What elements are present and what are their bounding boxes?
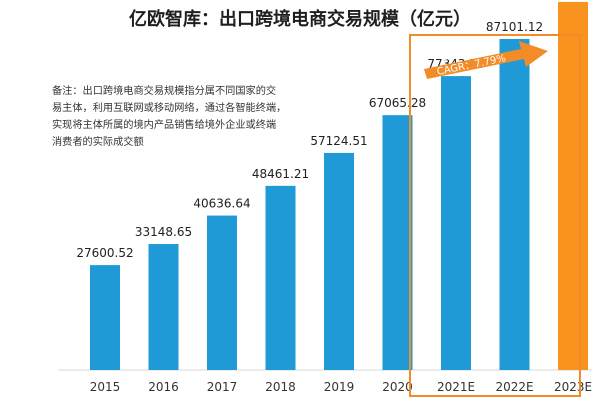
x-tick-2023E: 2023E — [554, 380, 592, 394]
x-tick-2016: 2016 — [148, 380, 179, 394]
bar-2020 — [382, 115, 413, 370]
note-line-2: 易主体，利用互联网或移动网络，通过各智能终端， — [52, 101, 286, 114]
bar-2023E — [558, 1, 588, 370]
value-label-2015: 27600.52 — [76, 246, 133, 260]
value-label-2020: 67065.28 — [369, 96, 426, 110]
cagr-arrow-icon — [424, 41, 548, 79]
bar-2021E — [441, 76, 471, 370]
x-tick-2022E: 2022E — [495, 380, 533, 394]
x-tick-2019: 2019 — [324, 380, 355, 394]
value-label-2022E: 87101.12 — [486, 20, 543, 34]
estimate-highlight-box — [409, 34, 581, 397]
bar-2016 — [148, 244, 179, 370]
value-label-2019: 57124.51 — [310, 134, 367, 148]
value-label-2018: 48461.21 — [252, 167, 309, 181]
bar-series: 27600.52 2015 33148.65 2016 40636.64 2017 4846… — [76, 1, 592, 394]
bar-2015 — [90, 265, 120, 370]
value-label-2016: 33148.65 — [135, 225, 192, 239]
bar-2018 — [265, 185, 296, 370]
note-line-4: 消费者的实际成交额 — [52, 135, 144, 148]
x-tick-2017: 2017 — [207, 380, 238, 394]
value-label-2017: 40636.64 — [193, 197, 250, 211]
x-tick-2021E: 2021E — [437, 380, 475, 394]
bar-2017 — [207, 215, 237, 370]
note-line-3: 实现将主体所属的境内产品销售给境外企业或终端 — [52, 118, 276, 131]
bar-2022E — [499, 39, 530, 370]
note-line-1: 备注：出口跨境电商交易规模指分属不同国家的交 — [52, 84, 276, 97]
x-tick-2020: 2020 — [382, 380, 413, 394]
chart-title: 亿欧智库：出口跨境电商交易规模（亿元） — [129, 8, 471, 30]
bar-2019 — [324, 152, 354, 370]
x-tick-2015: 2015 — [90, 380, 121, 394]
x-tick-2018: 2018 — [265, 380, 296, 394]
cagr-annotation: 2021-2023 CAGR：7.79% — [424, 41, 548, 79]
